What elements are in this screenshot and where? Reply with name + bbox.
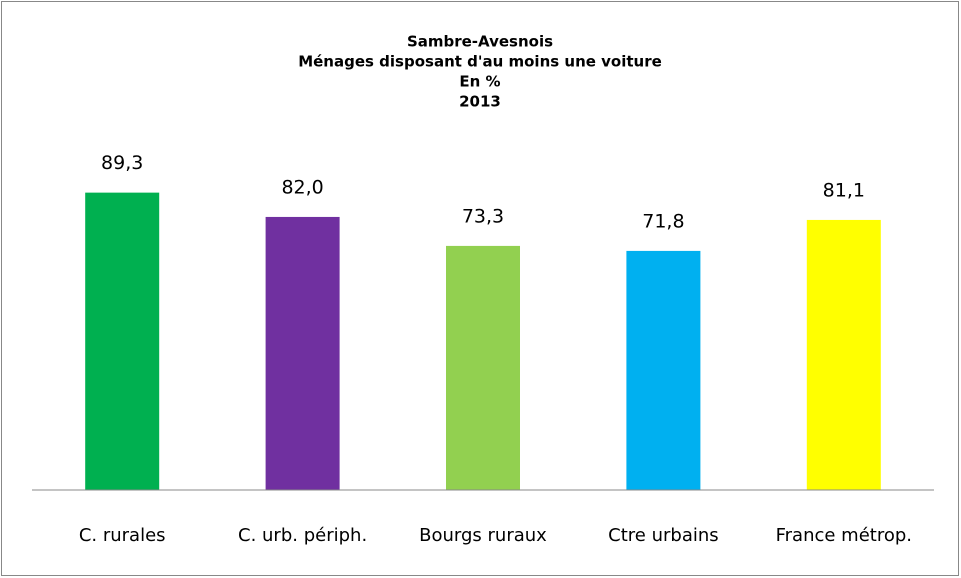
value-label: 71,8 <box>642 210 684 232</box>
x-tick-label: France métrop. <box>776 525 912 546</box>
bar <box>806 219 881 490</box>
x-tick-label: Ctre urbains <box>608 525 718 546</box>
bar <box>265 216 340 490</box>
chart-title: 2013 <box>459 93 501 111</box>
chart-title: Sambre-Avesnois <box>407 33 553 51</box>
bar <box>85 192 160 491</box>
bar <box>626 250 701 490</box>
chart-title: Ménages disposant d'au moins une voiture <box>298 53 662 71</box>
value-label: 82,0 <box>281 176 323 198</box>
x-tick-label: Bourgs ruraux <box>419 525 547 546</box>
value-label: 73,3 <box>462 205 504 227</box>
x-tick-label: C. rurales <box>79 525 166 546</box>
bar <box>446 245 520 490</box>
chart-title: En % <box>459 73 500 91</box>
x-tick-label: C. urb. périph. <box>238 525 367 546</box>
value-label: 89,3 <box>101 152 143 174</box>
value-label: 81,1 <box>823 179 865 201</box>
